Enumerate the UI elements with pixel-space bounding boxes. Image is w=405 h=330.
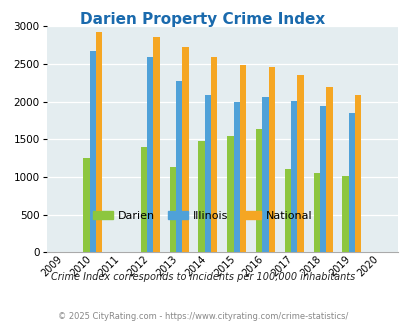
Legend: Darien, Illinois, National: Darien, Illinois, National <box>89 207 316 225</box>
Bar <box>268 67 274 252</box>
Bar <box>227 136 233 252</box>
Bar <box>83 157 90 252</box>
Bar <box>319 106 325 252</box>
Bar <box>169 167 175 252</box>
Bar <box>348 113 354 252</box>
Bar <box>325 87 332 252</box>
Bar <box>204 95 211 252</box>
Bar <box>153 37 160 252</box>
Text: Crime Index corresponds to incidents per 100,000 inhabitants: Crime Index corresponds to incidents per… <box>51 272 354 282</box>
Bar <box>284 169 290 252</box>
Text: Darien Property Crime Index: Darien Property Crime Index <box>80 12 325 26</box>
Bar <box>354 95 360 252</box>
Bar <box>233 102 239 252</box>
Bar <box>182 47 188 252</box>
Bar <box>290 101 297 252</box>
Bar <box>147 57 153 252</box>
Bar <box>211 56 217 252</box>
Bar <box>262 97 268 252</box>
Bar <box>341 176 348 252</box>
Bar <box>96 32 102 252</box>
Bar <box>175 82 182 252</box>
Bar <box>313 173 319 252</box>
Bar <box>90 51 96 252</box>
Bar <box>198 141 204 252</box>
Bar <box>239 65 245 252</box>
Bar <box>297 75 303 252</box>
Text: © 2025 CityRating.com - https://www.cityrating.com/crime-statistics/: © 2025 CityRating.com - https://www.city… <box>58 312 347 321</box>
Bar <box>141 147 147 252</box>
Bar <box>255 129 262 252</box>
